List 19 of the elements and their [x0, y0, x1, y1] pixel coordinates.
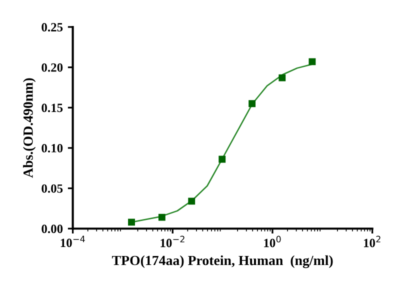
point	[278, 74, 286, 82]
y-tick-label: 0.25	[42, 23, 63, 32]
y-tick-label: 0.20	[42, 63, 63, 72]
y-tick-label: 0.00	[42, 224, 63, 234]
x-tick-label: 10$^{−2}$	[160, 236, 184, 248]
point	[158, 214, 166, 221]
x-tick-label: 10$^{0}$	[264, 236, 281, 248]
x-tick-label: 10$^{−4}$	[60, 236, 85, 248]
y-tick-label: 0.15	[42, 104, 63, 112]
point	[218, 156, 226, 163]
point	[248, 100, 256, 108]
y-axis-title: Abs.(OD.490nm)	[23, 78, 36, 178]
y-tick-label: 0.10	[42, 144, 63, 152]
x-tick-label: 10$^{2}$	[364, 236, 380, 248]
x-axis-title: TPO(174aa) Protein, Human (ng/ml)	[112, 255, 333, 268]
point	[308, 58, 316, 66]
y-tick-label: 0.05	[42, 184, 63, 193]
point	[188, 198, 196, 205]
point	[128, 218, 135, 226]
